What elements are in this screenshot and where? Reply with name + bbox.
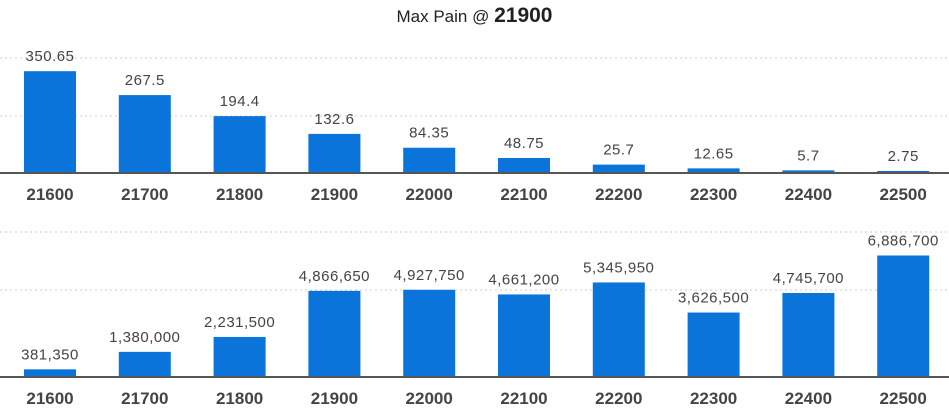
loss-panel-value-label: 4,745,700 xyxy=(773,270,844,287)
pain-panel-strike-label: 22000 xyxy=(406,185,453,204)
loss-panel-strike-label: 22000 xyxy=(406,389,453,408)
pain-panel-value-label: 48.75 xyxy=(504,135,544,152)
loss-panel-value-label: 2,231,500 xyxy=(204,314,275,331)
loss-panel-bar xyxy=(24,369,76,376)
loss-panel-strike-label: 22100 xyxy=(500,389,547,408)
pain-panel-bar xyxy=(592,164,645,172)
pain-panel-value-label: 2.75 xyxy=(888,148,919,165)
pain-panel-value-label: 84.35 xyxy=(409,125,449,142)
loss-panel-bar xyxy=(782,292,835,376)
loss-panel-bar xyxy=(213,336,266,376)
pain-panel-strike-label: 22100 xyxy=(500,185,547,204)
loss-panel-value-label: 6,886,700 xyxy=(868,232,939,249)
pain-panel-bar xyxy=(403,147,456,172)
pain-panel-bar xyxy=(687,168,740,172)
max-pain-value: 21900 xyxy=(494,4,553,27)
pain-panel-strike-label: 22400 xyxy=(785,185,832,204)
title-prefix: Max Pain @ xyxy=(396,7,490,26)
loss-panel-value-label: 1,380,000 xyxy=(109,329,180,346)
loss-panel-bar xyxy=(877,255,930,376)
pain-panel-value-label: 12.65 xyxy=(694,145,734,162)
pain-panel-bar xyxy=(782,170,835,172)
chart-title: Max Pain @ 21900 xyxy=(0,3,949,30)
pain-panel-bar xyxy=(24,71,76,172)
loss-panel-bar xyxy=(118,351,171,376)
loss-panel-value-label: 5,345,950 xyxy=(583,259,654,276)
pain-panel-value-label: 194.4 xyxy=(220,93,260,110)
loss-panel-value-label: 4,866,650 xyxy=(299,268,370,285)
loss-panel-strike-label: 22200 xyxy=(595,389,642,408)
loss-panel-strike-label: 21600 xyxy=(26,389,73,408)
loss-panel-strike-label: 21700 xyxy=(121,389,168,408)
loss-panel-bar xyxy=(498,294,550,376)
pain-panel-value-label: 25.7 xyxy=(603,142,634,159)
pain-panel-value-label: 132.6 xyxy=(314,111,354,128)
loss-panel-strike-label: 22400 xyxy=(785,389,832,408)
loss-panel-value-label: 4,927,750 xyxy=(394,267,465,284)
pain-panel-strike-label: 21600 xyxy=(26,185,73,204)
pain-panel-strike-label: 21900 xyxy=(311,185,358,204)
loss-panel-strike-label: 21900 xyxy=(311,389,358,408)
loss-panel-strike-label: 21800 xyxy=(216,389,263,408)
pain-panel-strike-label: 21800 xyxy=(216,185,263,204)
pain-panel-bar xyxy=(877,171,930,172)
loss-panel-value-label: 3,626,500 xyxy=(678,290,749,307)
pain-panel-value-label: 267.5 xyxy=(125,72,165,89)
loss-panel-strike-label: 22500 xyxy=(880,389,927,408)
pain-panel-bar xyxy=(498,157,550,172)
pain-panel-bar xyxy=(118,95,171,172)
loss-panel-bar xyxy=(308,290,361,376)
pain-panel-bar xyxy=(308,133,361,172)
pain-panel-strike-label: 22500 xyxy=(880,185,927,204)
loss-panel-value-label: 381,350 xyxy=(21,346,79,363)
pain-panel-value-label: 350.65 xyxy=(26,48,75,65)
pain-panel-bar xyxy=(213,116,266,172)
loss-panel-strike-label: 22300 xyxy=(690,389,737,408)
pain-panel-strike-label: 22300 xyxy=(690,185,737,204)
pain-panel-strike-label: 21700 xyxy=(121,185,168,204)
loss-panel-bar xyxy=(687,312,740,376)
loss-panel-value-label: 4,661,200 xyxy=(488,271,559,288)
pain-panel-value-label: 5.7 xyxy=(797,147,819,164)
loss-panel-bar xyxy=(592,282,645,376)
pain-panel-strike-label: 22200 xyxy=(595,185,642,204)
loss-panel-bar xyxy=(403,289,456,376)
